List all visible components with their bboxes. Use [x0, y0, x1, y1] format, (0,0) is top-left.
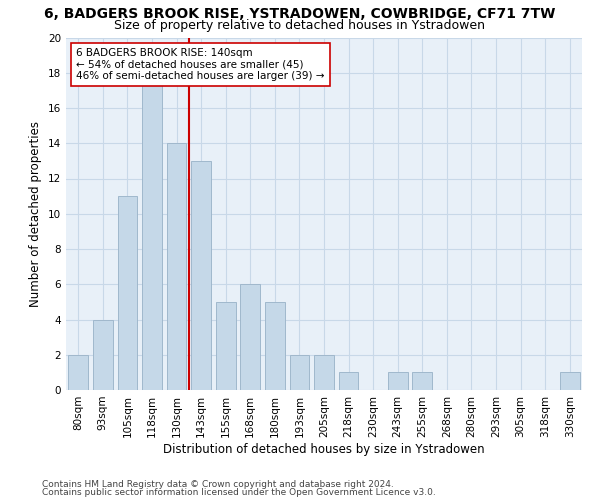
Text: 6 BADGERS BROOK RISE: 140sqm
← 54% of detached houses are smaller (45)
46% of se: 6 BADGERS BROOK RISE: 140sqm ← 54% of de… — [76, 48, 325, 82]
Bar — [265, 302, 284, 390]
Bar — [560, 372, 580, 390]
Bar — [339, 372, 358, 390]
Bar — [314, 355, 334, 390]
X-axis label: Distribution of detached houses by size in Ystradowen: Distribution of detached houses by size … — [163, 442, 485, 456]
Bar — [167, 143, 187, 390]
Text: Contains public sector information licensed under the Open Government Licence v3: Contains public sector information licen… — [42, 488, 436, 497]
Text: 6, BADGERS BROOK RISE, YSTRADOWEN, COWBRIDGE, CF71 7TW: 6, BADGERS BROOK RISE, YSTRADOWEN, COWBR… — [44, 8, 556, 22]
Bar — [93, 320, 113, 390]
Bar — [118, 196, 137, 390]
Bar — [412, 372, 432, 390]
Bar — [68, 355, 88, 390]
Bar — [388, 372, 407, 390]
Bar — [290, 355, 309, 390]
Text: Size of property relative to detached houses in Ystradowen: Size of property relative to detached ho… — [115, 19, 485, 32]
Bar — [142, 72, 162, 390]
Text: Contains HM Land Registry data © Crown copyright and database right 2024.: Contains HM Land Registry data © Crown c… — [42, 480, 394, 489]
Bar — [216, 302, 236, 390]
Bar — [191, 161, 211, 390]
Bar — [241, 284, 260, 390]
Y-axis label: Number of detached properties: Number of detached properties — [29, 120, 43, 306]
